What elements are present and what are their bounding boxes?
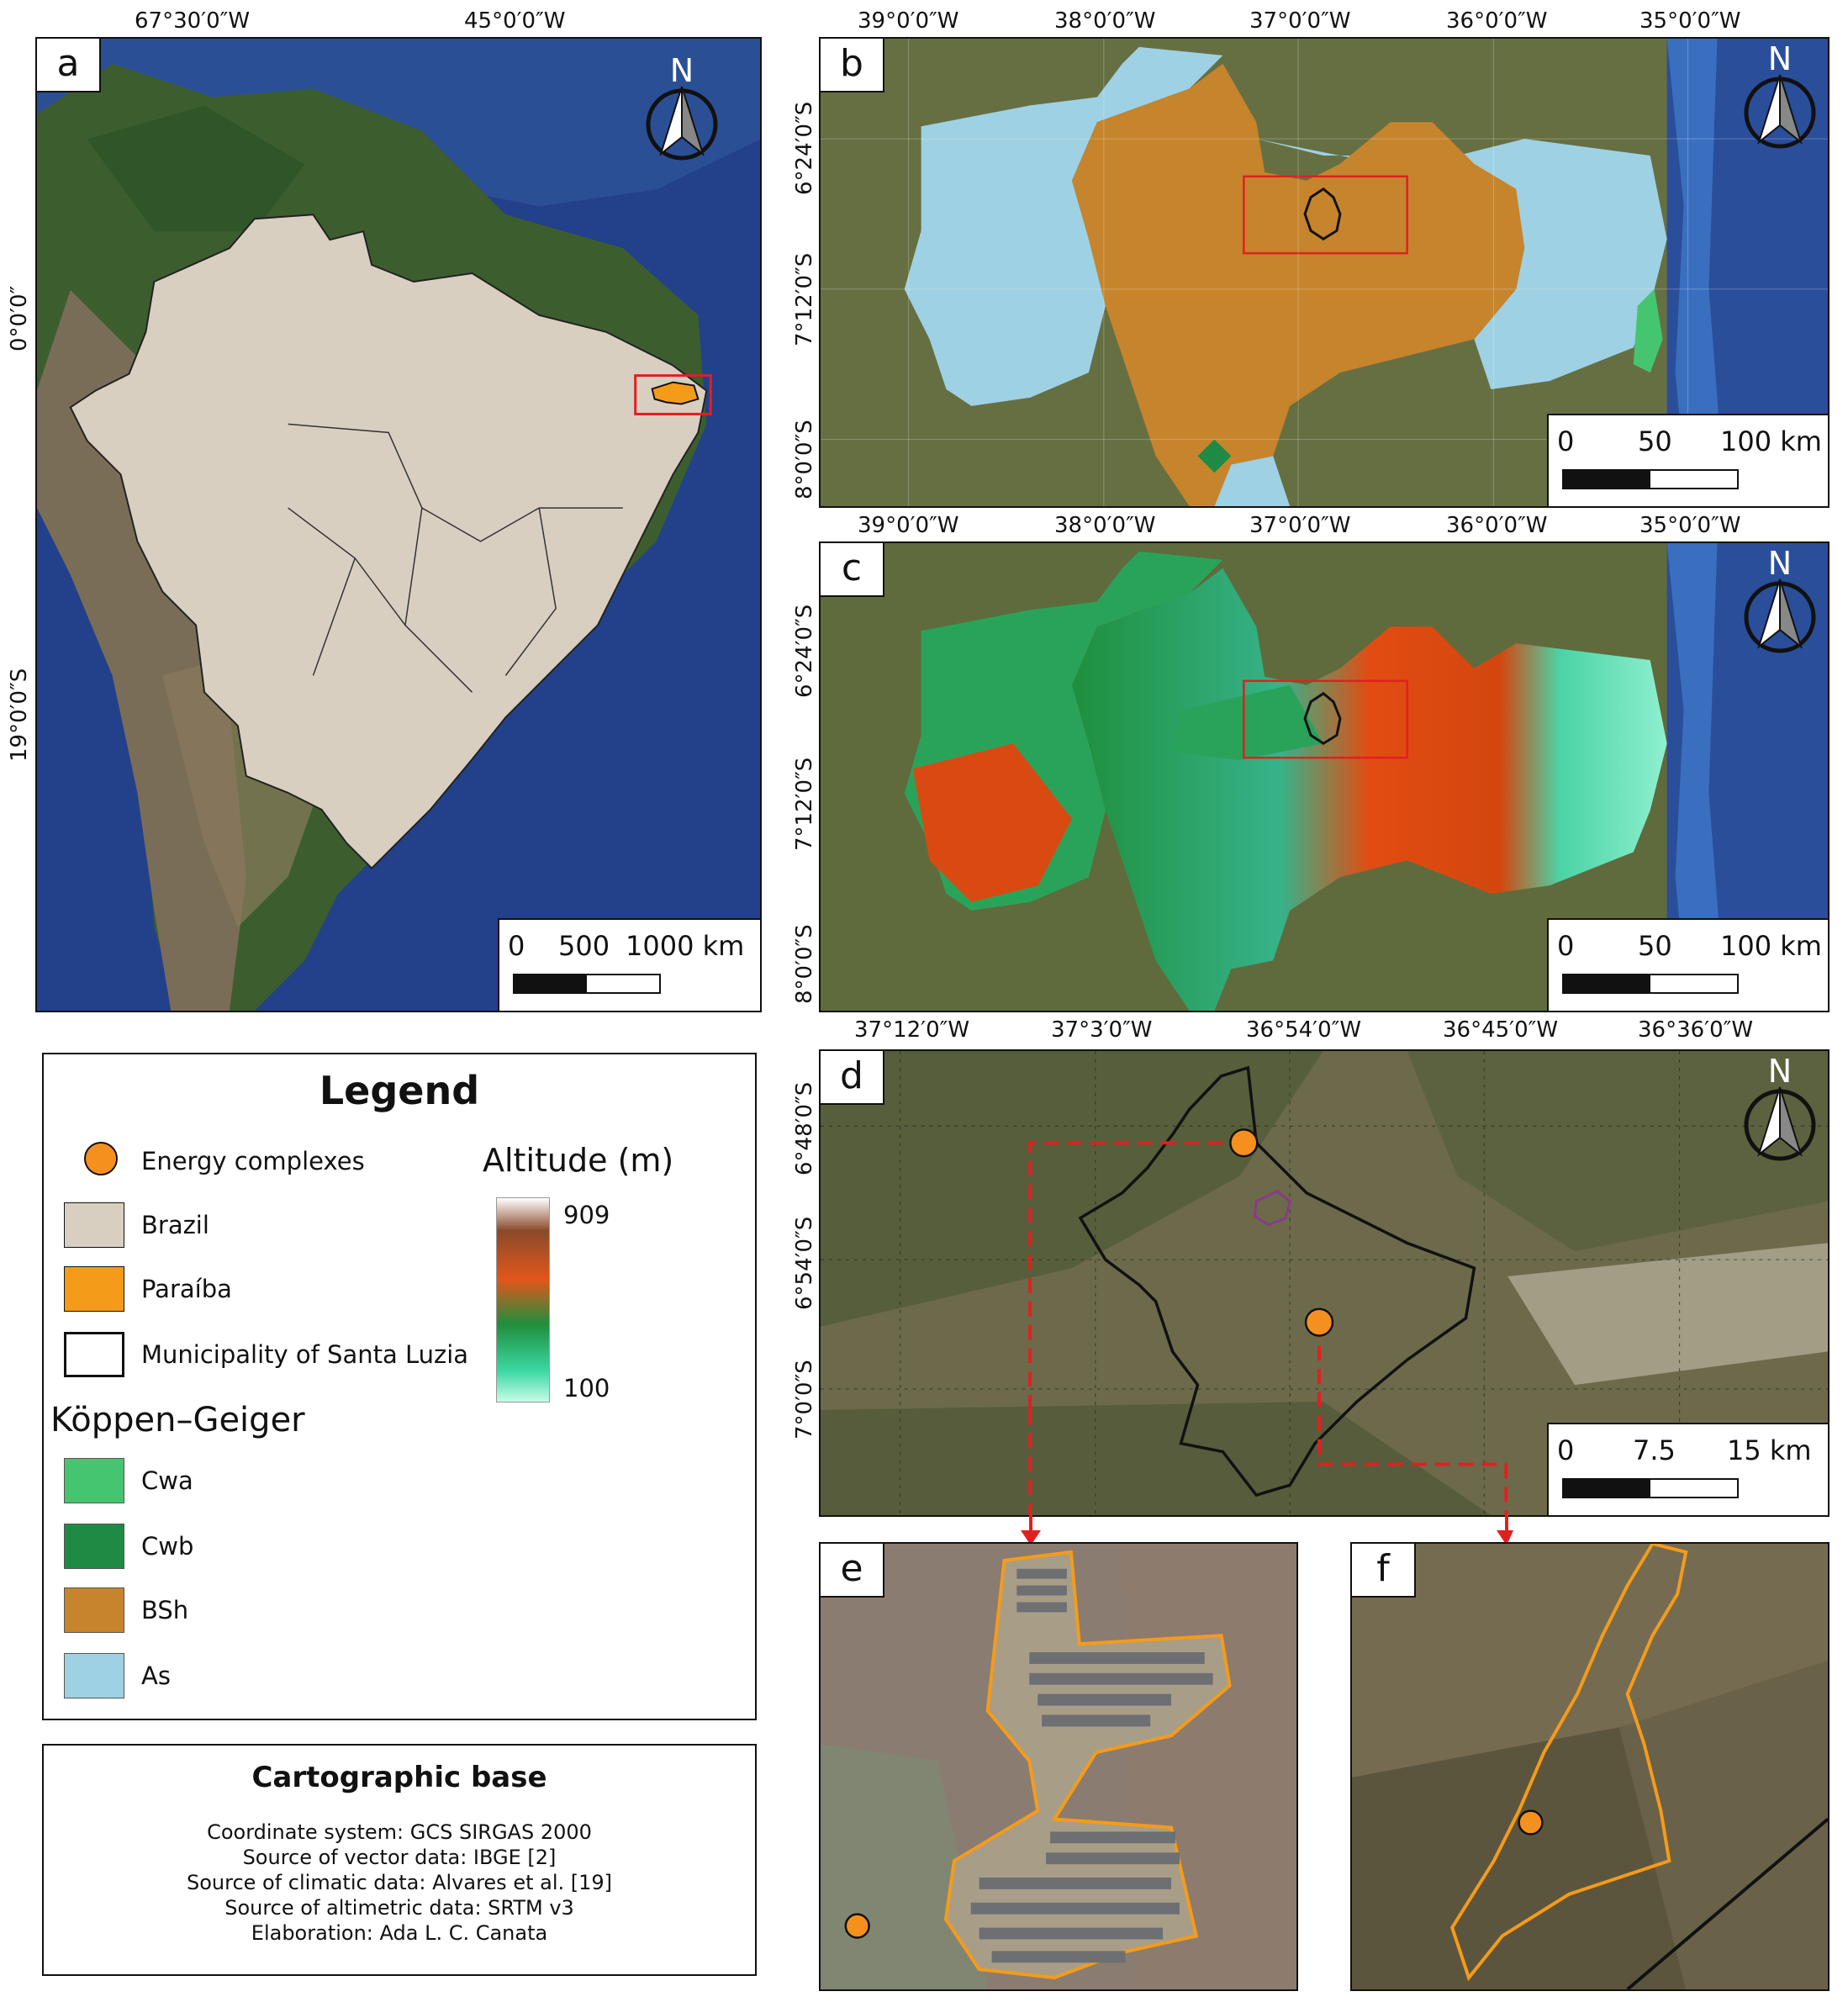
cartographic-line-2: Source of vector data: IBGE [2]	[242, 1846, 557, 1869]
panel-a-label: a	[37, 39, 101, 92]
scale-mid: 500	[558, 930, 610, 962]
panel-e-map: e	[819, 1542, 1298, 1991]
energy-complex-icon	[84, 1142, 118, 1175]
connector-arrows	[1021, 1515, 1513, 1545]
legend-box: Legend Energy complexes Brazil Paraíba M…	[42, 1053, 757, 1720]
cartographic-title: Cartographic base	[251, 1761, 547, 1794]
panel-d-top-tick-1: 37°12′0″W	[854, 1017, 970, 1043]
panel-b-label: b	[821, 39, 884, 92]
panel-a-left-tick-2: 19°0′0″S	[7, 668, 32, 762]
cartographic-line-5: Elaboration: Ada L. C. Canata	[251, 1921, 548, 1945]
bsh-swatch	[64, 1587, 124, 1633]
north-arrow-icon: N	[644, 52, 720, 166]
scale-zero: 0	[508, 930, 525, 962]
brazil-swatch	[64, 1202, 124, 1248]
panel-d-top-tick-5: 36°36′0″W	[1638, 1017, 1754, 1043]
paraiba-shape	[651, 381, 700, 405]
energy-complex-marker-2	[1304, 1307, 1334, 1337]
cartographic-line-4: Source of altimetric data: SRTM v3	[224, 1896, 574, 1920]
panel-c-top-tick-5: 35°0′0″W	[1639, 513, 1741, 538]
legend-municipality: Municipality of Santa Luzia	[141, 1340, 469, 1369]
panel-b-left-tick-3: 8°0′0″S	[792, 420, 817, 499]
panel-a-scale-bar: 0 500 1000 km	[498, 918, 760, 1011]
panel-b-left-tick-2: 7°12′0″S	[792, 252, 817, 346]
legend-title: Legend	[319, 1068, 480, 1113]
panel-b-top-tick-2: 38°0′0″W	[1054, 8, 1156, 34]
north-arrow-icon: N	[1742, 545, 1818, 659]
altitude-title: Altitude (m)	[483, 1142, 674, 1179]
cartographic-base-box: Cartographic base Coordinate system: GCS…	[42, 1744, 757, 1976]
cartographic-line-3: Source of climatic data: Alvares et al. …	[186, 1871, 613, 1894]
panel-b-top-tick-4: 36°0′0″W	[1446, 8, 1548, 34]
paraiba-swatch	[64, 1266, 124, 1312]
cwb-swatch	[64, 1524, 124, 1569]
legend-cwb: Cwb	[141, 1532, 194, 1561]
altitude-max: 909	[563, 1201, 610, 1229]
panel-d-left-tick-3: 7°0′0″S	[792, 1360, 817, 1439]
legend-energy: Energy complexes	[141, 1147, 365, 1175]
panel-d-top-tick-3: 36°54′0″W	[1246, 1017, 1362, 1043]
koppen-title: Köppen–Geiger	[50, 1401, 305, 1439]
panel-a-map: a N 0 500 1000 km	[35, 37, 762, 1012]
north-arrow-icon: N	[1742, 1053, 1818, 1167]
panel-c-label: c	[821, 543, 884, 597]
scale-end: 1000 km	[626, 930, 745, 962]
panel-c-top-tick-2: 38°0′0″W	[1054, 513, 1156, 538]
energy-complex-marker-1	[1229, 1128, 1259, 1158]
altitude-ramp	[496, 1197, 550, 1402]
panel-f-label: f	[1352, 1544, 1416, 1598]
panel-d-left-tick-1: 6°48′0″S	[792, 1081, 817, 1175]
panel-c-top-tick-4: 36°0′0″W	[1446, 513, 1548, 538]
panel-a-left-tick-1: 0°0′0″	[7, 285, 32, 351]
legend-cwa: Cwa	[141, 1466, 193, 1495]
panel-a-top-tick-2: 45°0′0″W	[464, 8, 566, 34]
paraiba-highlight-box	[634, 374, 712, 415]
panel-b-map: b N 0 50 100 km	[819, 37, 1830, 508]
cartographic-line-1: Coordinate system: GCS SIRGAS 2000	[207, 1820, 592, 1844]
legend-as: As	[141, 1661, 171, 1690]
panel-e-label: e	[821, 1544, 884, 1598]
santa-luzia-outline	[1303, 187, 1342, 241]
panel-d-top-tick-4: 36°45′0″W	[1443, 1017, 1559, 1043]
panel-b-top-tick-1: 39°0′0″W	[858, 8, 959, 34]
municipality-swatch	[64, 1332, 124, 1377]
study-area-box	[1243, 175, 1408, 255]
panel-c-map: c N 0 50 100 km	[819, 541, 1830, 1012]
panel-c-scale-bar: 0 50 100 km	[1547, 918, 1828, 1011]
santa-luzia-satellite	[821, 1051, 1828, 1515]
energy-complex-marker-f	[1518, 1809, 1544, 1836]
energy-complex-marker-e	[844, 1913, 870, 1939]
panel-d-top-tick-2: 37°3′0″W	[1051, 1017, 1153, 1043]
panel-c-top-tick-1: 39°0′0″W	[858, 513, 959, 538]
panel-f-map: f	[1350, 1542, 1830, 1991]
altitude-map	[821, 543, 1828, 1011]
legend-bsh: BSh	[141, 1596, 189, 1624]
panel-a-top-tick-1: 67°30′0″W	[135, 8, 251, 34]
panel-d-scale-bar: 0 7.5 15 km	[1547, 1423, 1828, 1515]
panel-d-map: d N 0 7.5 15 km	[819, 1049, 1830, 1517]
brazil-shape	[69, 214, 708, 869]
panel-c-left-tick-3: 8°0′0″S	[792, 924, 817, 1004]
panel-b-left-tick-1: 6°24′0″S	[792, 101, 817, 195]
panel-d-left-tick-2: 6°54′0″S	[792, 1216, 817, 1310]
panel-b-top-tick-3: 37°0′0″W	[1249, 8, 1351, 34]
panel-b-scale-bar: 0 50 100 km	[1547, 414, 1828, 506]
solar-complex-e-satellite	[821, 1544, 1296, 1989]
santa-luzia-boundary	[1078, 1065, 1476, 1498]
legend-paraiba: Paraíba	[141, 1275, 232, 1303]
north-arrow-icon: N	[1742, 40, 1818, 155]
panel-b-top-tick-5: 35°0′0″W	[1639, 8, 1741, 34]
panel-d-label: d	[821, 1051, 884, 1105]
panel-c-left-tick-2: 7°12′0″S	[792, 757, 817, 851]
as-swatch	[64, 1653, 124, 1698]
legend-brazil: Brazil	[141, 1211, 209, 1239]
solar-complex-f-satellite	[1352, 1544, 1828, 1989]
altitude-min: 100	[563, 1374, 610, 1402]
cwa-swatch	[64, 1458, 124, 1503]
solar-complex-f-outline	[1449, 1544, 1688, 1982]
satellite-south-america	[37, 39, 760, 1011]
panel-c-top-tick-3: 37°0′0″W	[1249, 513, 1351, 538]
panel-c-left-tick-1: 6°24′0″S	[792, 604, 817, 698]
